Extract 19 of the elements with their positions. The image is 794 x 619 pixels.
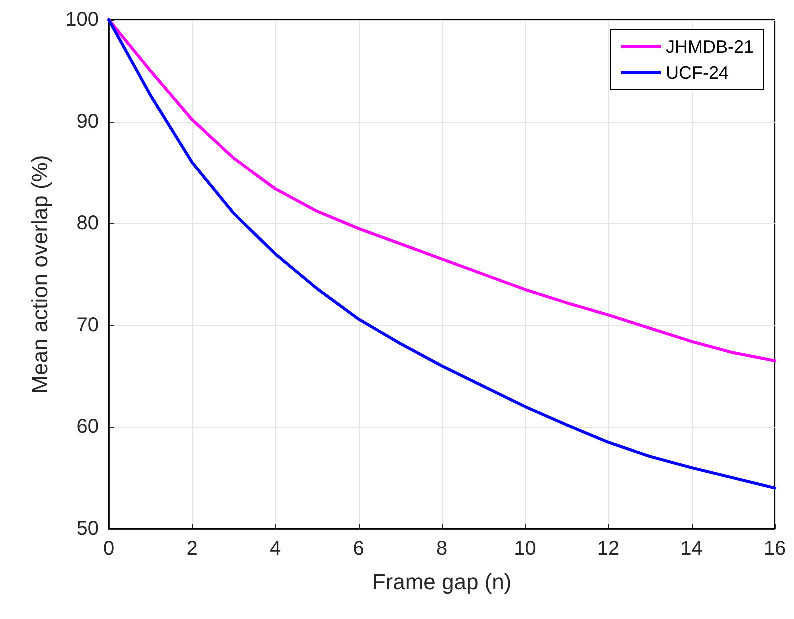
x-tick-label: 12	[597, 538, 620, 560]
legend-label: UCF-24	[666, 63, 729, 83]
y-tick-label: 60	[76, 416, 99, 438]
x-tick-label: 4	[270, 538, 282, 560]
x-tick-label: 14	[680, 538, 703, 560]
y-tick-label: 100	[66, 9, 99, 31]
x-tick-label: 6	[353, 538, 364, 560]
x-tick-label: 2	[186, 538, 198, 560]
x-tick-label: 0	[103, 538, 115, 560]
y-tick-label: 90	[76, 110, 99, 133]
x-tick-label: 16	[764, 538, 786, 560]
y-tick-label: 70	[76, 314, 99, 336]
x-axis-title: Frame gap (n)	[372, 570, 512, 594]
x-tick-label: 10	[514, 538, 536, 560]
legend-label: JHMDB-21	[666, 37, 754, 57]
y-tick-label: 50	[76, 518, 99, 540]
x-tick-label: 8	[436, 538, 448, 560]
y-tick-label: 80	[76, 212, 99, 235]
y-axis-title: Mean action overlap (%)	[28, 155, 52, 394]
